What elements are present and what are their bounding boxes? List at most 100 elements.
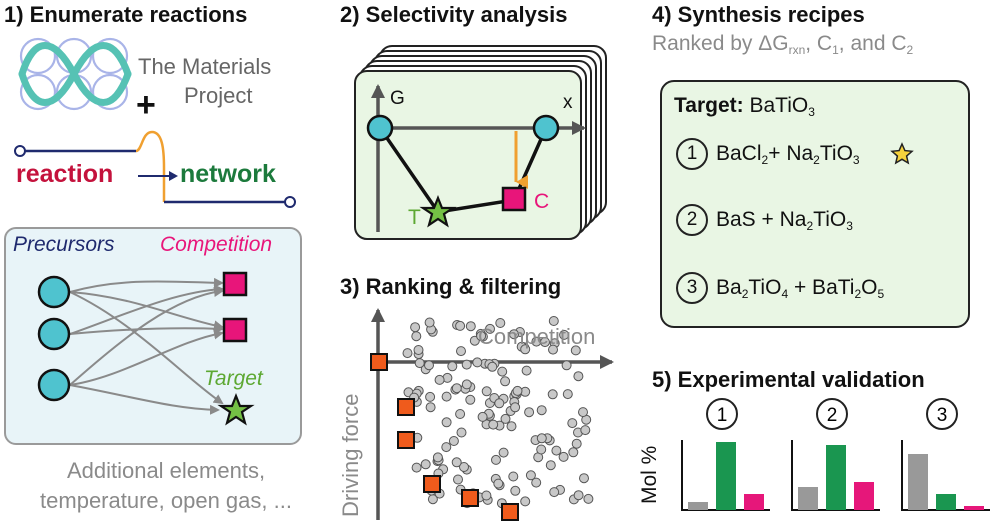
candidate-point bbox=[558, 451, 569, 462]
candidate-point bbox=[414, 358, 425, 369]
candidate-point bbox=[521, 365, 532, 376]
candidate-point bbox=[568, 447, 579, 458]
candidate-point bbox=[476, 331, 487, 341]
additional-info-note: Additional elements, temperature, open g… bbox=[30, 456, 302, 516]
candidate-point bbox=[456, 427, 467, 438]
recipes-box bbox=[660, 80, 970, 328]
candidate-point bbox=[520, 344, 531, 355]
mp-text-line1: The Materials bbox=[138, 54, 272, 79]
candidate-point bbox=[495, 318, 506, 328]
candidate-point bbox=[410, 322, 421, 333]
group-number-circle bbox=[816, 398, 848, 430]
ranking-criteria-subtitle: Ranked by ΔGrxn, C1, and C2 bbox=[652, 32, 913, 56]
candidate-point bbox=[548, 316, 559, 326]
candidate-point bbox=[448, 436, 459, 446]
target-formula: BaTiO3 bbox=[749, 94, 815, 119]
candidate-point bbox=[451, 383, 462, 394]
subtitle-c: , C bbox=[805, 32, 833, 55]
candidate-point bbox=[540, 337, 550, 348]
candidate-point bbox=[432, 452, 443, 463]
bar-green bbox=[826, 445, 846, 510]
candidate-point bbox=[548, 344, 558, 355]
group-number-label: 1 bbox=[717, 405, 728, 426]
candidate-point bbox=[455, 320, 466, 331]
recipe-item-1: 1 BaCl2+ Na2TiO3 bbox=[676, 138, 914, 170]
g-node-right bbox=[532, 114, 560, 142]
candidate-point bbox=[477, 411, 488, 422]
candidate-point bbox=[559, 329, 570, 340]
pareto-square bbox=[501, 503, 519, 521]
candidate-point bbox=[579, 473, 589, 484]
candidate-point bbox=[520, 496, 531, 507]
subtitle-and: , and C bbox=[838, 32, 907, 55]
pareto-square bbox=[397, 398, 415, 416]
subtitle-sub-2: 2 bbox=[906, 43, 914, 57]
materials-project-logo-icon bbox=[18, 37, 132, 111]
materials-project-text: The Materials Project bbox=[138, 52, 318, 110]
candidate-point bbox=[580, 425, 591, 436]
subtitle-sub-1: 1 bbox=[832, 43, 839, 57]
candidate-point bbox=[455, 409, 466, 419]
candidate-point bbox=[425, 391, 436, 402]
candidate-point bbox=[508, 471, 519, 482]
candidate-point bbox=[420, 459, 431, 470]
candidate-point bbox=[570, 345, 581, 356]
candidate-point bbox=[441, 442, 452, 453]
competition-node bbox=[222, 317, 248, 343]
candidate-point bbox=[424, 360, 434, 371]
recipe-number-2: 2 bbox=[676, 204, 708, 236]
candidate-point bbox=[488, 419, 499, 430]
candidate-point bbox=[494, 398, 505, 409]
candidate-point bbox=[562, 389, 573, 400]
candidate-point bbox=[481, 386, 492, 397]
driving-force-axis-label: Driving force bbox=[338, 393, 363, 517]
candidate-point bbox=[456, 346, 466, 357]
group-number-circle bbox=[706, 398, 738, 430]
recipe-number-1: 1 bbox=[676, 138, 708, 170]
precursor-node bbox=[37, 275, 71, 309]
target-label: Target bbox=[204, 367, 263, 390]
candidate-point bbox=[573, 490, 584, 501]
mp-text-line2: Project bbox=[184, 83, 253, 108]
group-number-label: 3 bbox=[937, 405, 948, 426]
candidate-point bbox=[531, 477, 542, 488]
reaction-network-graph bbox=[37, 271, 255, 426]
target-line: Target: BaTiO3 bbox=[674, 94, 815, 118]
bar-magenta bbox=[744, 494, 764, 510]
bar-chart-axes bbox=[791, 440, 880, 511]
bar-green bbox=[936, 494, 956, 510]
c-square bbox=[501, 186, 527, 212]
bar-gray bbox=[798, 487, 818, 510]
candidate-point bbox=[424, 317, 435, 328]
candidate-point bbox=[509, 329, 519, 340]
candidate-point bbox=[547, 389, 558, 400]
precursors-label: Precursors bbox=[13, 233, 115, 256]
recipe-text-1: BaCl2+ Na2TiO3 bbox=[716, 142, 860, 167]
candidate-point bbox=[411, 462, 422, 473]
candidate-point bbox=[512, 385, 523, 396]
recipe-text-3: Ba2TiO4 + BaTi2O5 bbox=[716, 276, 885, 301]
candidate-point bbox=[459, 462, 469, 472]
t-star bbox=[419, 195, 457, 228]
candidate-point bbox=[525, 470, 536, 481]
candidate-point bbox=[500, 376, 511, 387]
panel2-title: 2) Selectivity analysis bbox=[340, 2, 568, 27]
c-label: C bbox=[534, 190, 550, 213]
precursor-node bbox=[37, 368, 71, 402]
candidate-point bbox=[549, 487, 560, 498]
candidate-point bbox=[545, 460, 556, 471]
candidate-point bbox=[441, 417, 452, 428]
star-icon bbox=[889, 142, 914, 165]
target-node bbox=[217, 393, 255, 426]
candidate-point bbox=[510, 485, 521, 496]
candidate-point bbox=[567, 418, 578, 429]
panel4-title: 4) Synthesis recipes bbox=[652, 2, 865, 27]
reaction-word: reaction bbox=[16, 160, 114, 188]
reaction-network-logo-icon bbox=[14, 130, 296, 208]
candidate-point bbox=[573, 371, 584, 382]
recipe-number-3: 3 bbox=[676, 272, 708, 304]
candidate-point bbox=[453, 474, 463, 485]
panel1-title: 1) Enumerate reactions bbox=[4, 2, 248, 27]
bar-gray bbox=[908, 454, 928, 510]
precursor-node bbox=[37, 317, 71, 351]
